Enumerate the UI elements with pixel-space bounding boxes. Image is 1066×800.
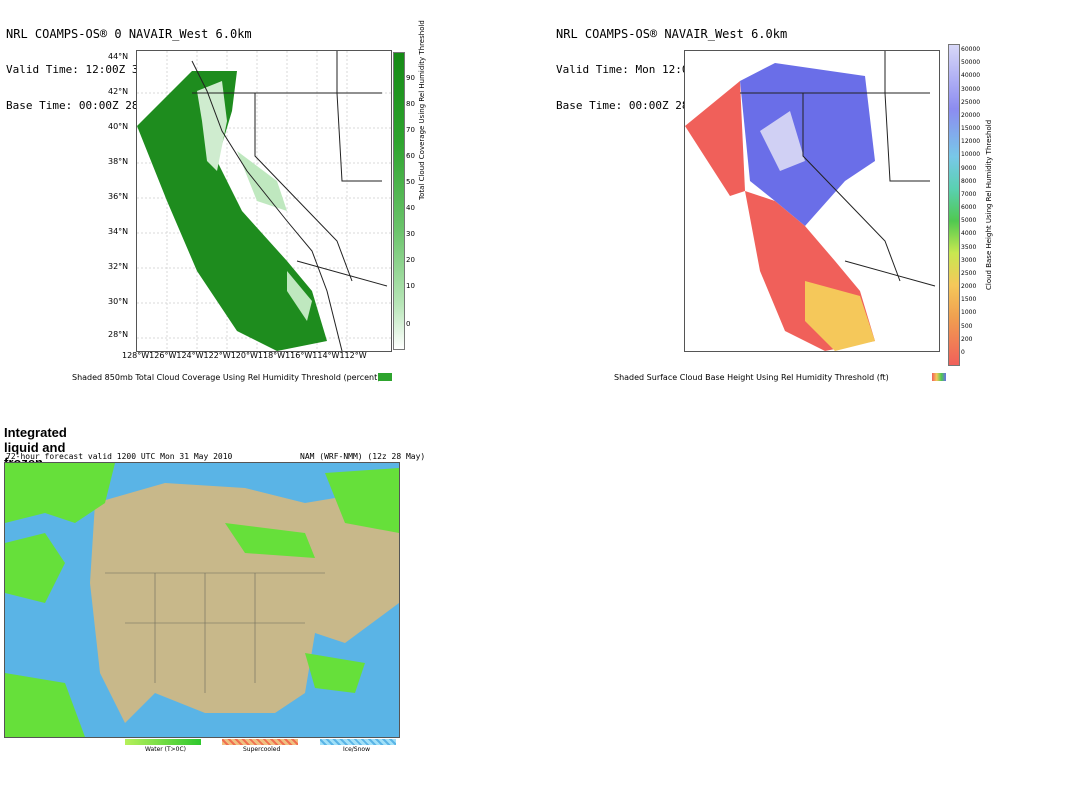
high-base-area (740, 63, 875, 226)
state-border-ca-nv (254, 93, 353, 282)
legend-swatch-water (125, 739, 201, 745)
state-border-east (884, 51, 930, 182)
colorbar-tick: 200 (961, 335, 973, 343)
colorbar-tick: 60000 (961, 46, 981, 53)
right-caption: Shaded Surface Cloud Base Height Using R… (614, 373, 889, 382)
caption-swatch (378, 373, 392, 381)
colorbar-tick: 50000 (961, 59, 981, 67)
hydrometeors-svg (5, 463, 399, 737)
clear-area-inland (197, 81, 227, 171)
precip-canada (225, 523, 315, 558)
colorbar-tick: 9000 (961, 164, 977, 172)
precip-atlantic-north (325, 468, 399, 533)
colorbar-tick: 20000 (961, 111, 981, 119)
light-cloud-patch (237, 151, 287, 211)
colorbar-tick: 0 (961, 348, 965, 356)
legend-label-supercooled: Supercooled (243, 746, 281, 753)
colorbar-title: Cloud Base Height Using Rel Humidity Thr… (985, 119, 993, 290)
left-map (136, 50, 392, 352)
left-map-svg (137, 51, 391, 351)
lat-label: 34°N (108, 227, 129, 236)
precip-alaska (5, 463, 115, 523)
legend-label-water: Water (T>0C) (145, 746, 187, 753)
forecast-label: 72-hour forecast valid 1200 UTC Mon 31 M… (6, 452, 233, 461)
lat-label: 42°N (108, 87, 129, 96)
precip-pacific (5, 533, 65, 603)
legend-swatch-ice (320, 739, 396, 745)
lat-label: 44°N (108, 52, 129, 61)
colorbar-tick: 30 (406, 230, 415, 238)
precip-atlantic-south (305, 653, 365, 693)
lat-label: 30°N (108, 297, 129, 306)
colorbar-tick: 12000 (961, 138, 981, 146)
state-borders (105, 572, 325, 693)
colorbar-tick: 7000 (961, 190, 977, 198)
colorbar-tick: 90 (406, 74, 415, 82)
legend-label-ice: Ice/Snow (343, 746, 370, 753)
colorbar-tick: 6000 (961, 204, 977, 211)
light-cloud-patch-2 (287, 271, 312, 321)
right-map (684, 50, 940, 352)
colorbar-tick: 5000 (961, 217, 977, 225)
right-map-svg (685, 51, 936, 351)
colorbar-tick: 500 (961, 322, 973, 330)
precip-pacific-south (5, 673, 85, 737)
colorbar-tick: 1000 (961, 309, 977, 317)
lon-labels: 128°W126°W124°W122°W120°W118°W116°W114°W… (122, 351, 367, 360)
colorbar-tick: 8000 (961, 177, 977, 185)
colorbar-tick: 2000 (961, 283, 977, 290)
colorbar-tick: 3500 (961, 243, 977, 251)
colorbar-tick: 80 (406, 100, 415, 108)
colorbar-tick: 10 (406, 282, 415, 290)
colorbar-tick: 70 (406, 126, 415, 134)
colorbar-tick: 40000 (961, 72, 981, 80)
right-header-line1: NRL COAMPS-OS® NAVAIR_West 6.0km (556, 27, 788, 41)
colorbar-tick: 2500 (961, 269, 977, 277)
colorbar-tick: 40 (406, 204, 415, 212)
left-colorbar (393, 52, 405, 350)
north-america-land (90, 483, 399, 723)
lat-label: 38°N (108, 157, 129, 166)
lat-label: 40°N (108, 122, 129, 131)
colorbar-tick: 10000 (961, 151, 981, 159)
right-colorbar (948, 44, 960, 366)
high-base-patch (760, 111, 805, 171)
coastline (191, 60, 343, 351)
lat-label: 32°N (108, 262, 129, 271)
colorbar-tick: 3000 (961, 256, 977, 264)
cloud-coverage-area (137, 71, 327, 351)
mid-base-area (805, 281, 875, 351)
colorbar-title: Total Cloud Coverage Using Rel Humidity … (418, 20, 426, 200)
legend-swatch-supercooled (222, 739, 298, 745)
colorbar-tick: 1500 (961, 296, 977, 304)
left-caption: Shaded 850mb Total Cloud Coverage Using … (72, 373, 381, 382)
state-border-ca-nv (802, 93, 901, 282)
colorbar-tick: 50 (406, 178, 415, 186)
colorbar-tick: 15000 (961, 125, 981, 132)
left-header-line1: NRL COAMPS-OS® 0 NAVAIR_West 6.0km (6, 27, 252, 41)
hydrometeors-map (4, 462, 400, 738)
colorbar-tick: 30000 (961, 85, 981, 93)
colorbar-tick: 25000 (961, 98, 981, 106)
caption-swatch (932, 373, 946, 381)
colorbar-tick: 4000 (961, 230, 977, 238)
model-label: NAM (WRF-NMM) (12z 28 May) (300, 452, 426, 461)
lat-label: 36°N (108, 192, 129, 201)
colorbar-tick: 0 (406, 320, 411, 328)
lat-label: 28°N (108, 330, 129, 339)
low-base-area-north (685, 81, 745, 196)
colorbar-tick: 60 (406, 152, 415, 160)
colorbar-tick: 20 (406, 256, 415, 264)
mexico-border (296, 260, 388, 287)
state-border-east (336, 51, 382, 182)
mexico-border (844, 260, 936, 287)
